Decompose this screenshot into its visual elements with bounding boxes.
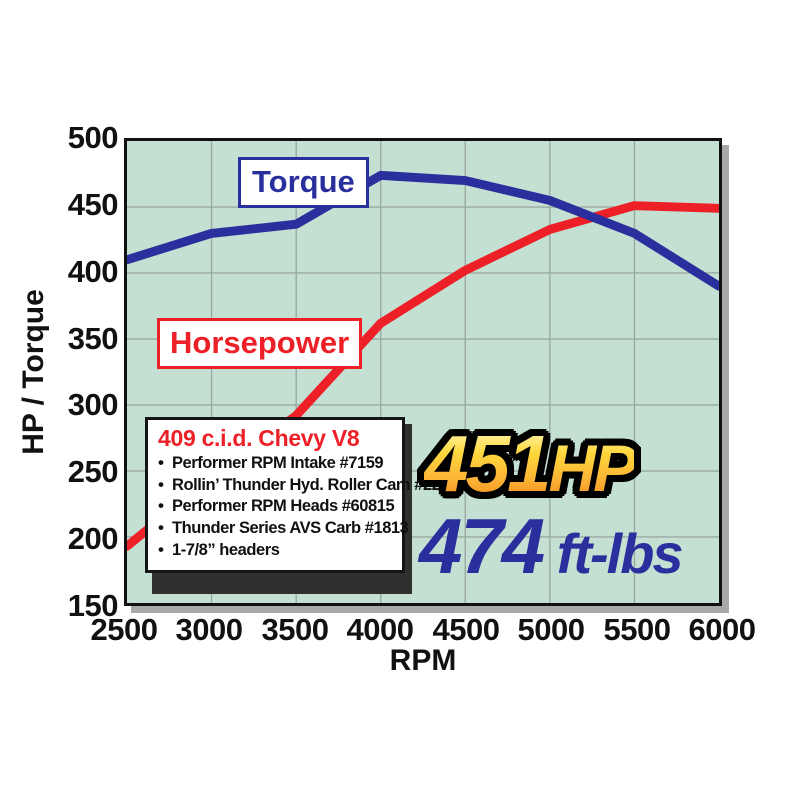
y-tick-350: 350: [67, 321, 119, 356]
x-tick-5000: 5000: [517, 612, 585, 647]
y-tick-300: 300: [67, 387, 119, 422]
spec-item: Performer RPM Intake #7159: [158, 452, 394, 475]
x-tick-3500: 3500: [261, 612, 329, 647]
y-tick-500: 500: [67, 120, 119, 155]
peak-torque-value: 474: [419, 502, 545, 590]
spec-box: 409 c.i.d. Chevy V8 Performer RPM Intake…: [145, 417, 458, 573]
peak-horsepower-value: 451: [424, 419, 549, 508]
x-tick-4000: 4000: [346, 612, 414, 647]
y-tick-450: 450: [67, 187, 119, 222]
y-tick-250: 250: [67, 454, 119, 489]
y-axis-title: HP / Torque: [17, 289, 50, 455]
x-axis-title: RPM: [389, 644, 457, 677]
x-tick-2500: 2500: [90, 612, 158, 647]
spec-item: Performer RPM Heads #60815: [158, 495, 395, 518]
torque-series-label: Torque: [238, 157, 369, 208]
peak-horsepower-callout: 451HP: [424, 424, 634, 504]
peak-horsepower-unit: HP: [548, 431, 635, 505]
y-tick-400: 400: [67, 254, 119, 289]
peak-torque-unit: ft-lbs: [556, 522, 684, 585]
spec-box-title: 409 c.i.d. Chevy V8: [158, 425, 360, 451]
torque-curve: [127, 170, 719, 291]
y-tick-200: 200: [67, 521, 119, 556]
spec-item: 1-7/8” headers: [158, 539, 394, 562]
y-axis-ticks: 500 450 400 350 300 250 200 150: [0, 0, 119, 800]
spec-item: Rollin’ Thunder Hyd. Roller Cam #2268: [158, 474, 458, 497]
peak-torque-callout: 474 ft-lbs: [419, 507, 684, 585]
x-tick-3000: 3000: [175, 612, 243, 647]
spec-item: Thunder Series AVS Carb #1813: [158, 517, 409, 540]
horsepower-series-label: Horsepower: [157, 318, 363, 369]
x-tick-6000: 6000: [688, 612, 756, 647]
y-tick-150: 150: [67, 588, 119, 623]
spec-box-list: Performer RPM Intake #7159 Rollin’ Thund…: [158, 452, 458, 562]
x-tick-5500: 5500: [603, 612, 671, 647]
x-tick-4500: 4500: [432, 612, 500, 647]
